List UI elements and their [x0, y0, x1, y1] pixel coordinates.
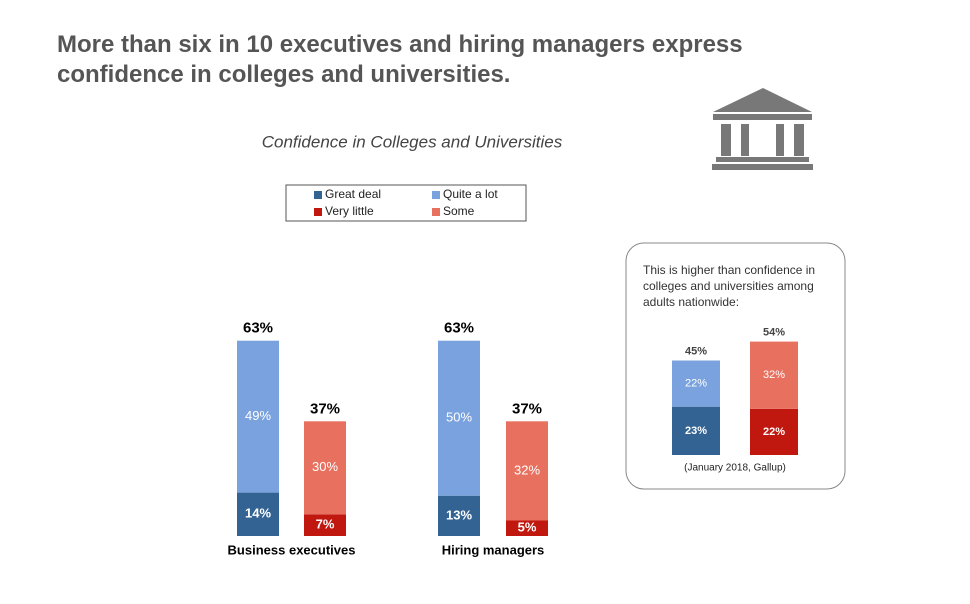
- legend-label: Very little: [325, 204, 374, 218]
- value-label: 22%: [685, 378, 707, 390]
- value-label: 32%: [763, 369, 785, 381]
- building-icon: [712, 88, 813, 170]
- legend-swatch: [314, 191, 322, 199]
- legend-box: [285, 184, 527, 222]
- value-label: 50%: [446, 410, 472, 425]
- total-label: 63%: [243, 320, 273, 337]
- bar-segment: [237, 492, 279, 536]
- value-label: 14%: [245, 506, 271, 521]
- legend-label: Some: [443, 204, 475, 218]
- bar-segment: [506, 520, 548, 536]
- bar-segment: [750, 408, 798, 455]
- value-label: 13%: [446, 507, 472, 522]
- x-tick-label: Hiring managers: [442, 542, 545, 557]
- legend-swatch: [432, 191, 440, 199]
- value-label: 22%: [763, 426, 785, 438]
- value-label: 7%: [316, 517, 335, 532]
- bar-segment: [304, 421, 346, 515]
- total-label: 37%: [310, 400, 340, 417]
- legend-swatch: [314, 208, 322, 216]
- legend-swatch: [432, 208, 440, 216]
- total-label: 54%: [763, 327, 785, 339]
- bar-segment: [750, 341, 798, 409]
- total-label: 45%: [685, 346, 707, 358]
- total-label: 63%: [444, 320, 474, 337]
- bar-segment: [237, 340, 279, 493]
- value-label: 23%: [685, 425, 707, 437]
- bar-segment: [438, 495, 480, 536]
- value-label: 5%: [518, 520, 537, 535]
- chart-title: Confidence in Colleges and Universities: [262, 132, 563, 151]
- value-label: 32%: [514, 462, 540, 477]
- bar-segment: [304, 514, 346, 536]
- legend-label: Quite a lot: [443, 187, 498, 201]
- bar-segment: [438, 340, 480, 496]
- bar-segment: [506, 421, 548, 521]
- bar-segment: [672, 406, 720, 455]
- source-note: (January 2018, Gallup): [684, 463, 786, 474]
- bar-segment: [672, 360, 720, 407]
- value-label: 49%: [245, 408, 271, 423]
- inset-box: [625, 242, 846, 490]
- x-tick-label: Business executives: [228, 542, 356, 557]
- slide-title: More than six in 10 executives and hirin…: [57, 31, 743, 88]
- legend-label: Great deal: [325, 187, 381, 201]
- value-label: 30%: [312, 459, 338, 474]
- total-label: 37%: [512, 400, 542, 417]
- inset-annotation: This is higher than confidence in colleg…: [643, 263, 816, 309]
